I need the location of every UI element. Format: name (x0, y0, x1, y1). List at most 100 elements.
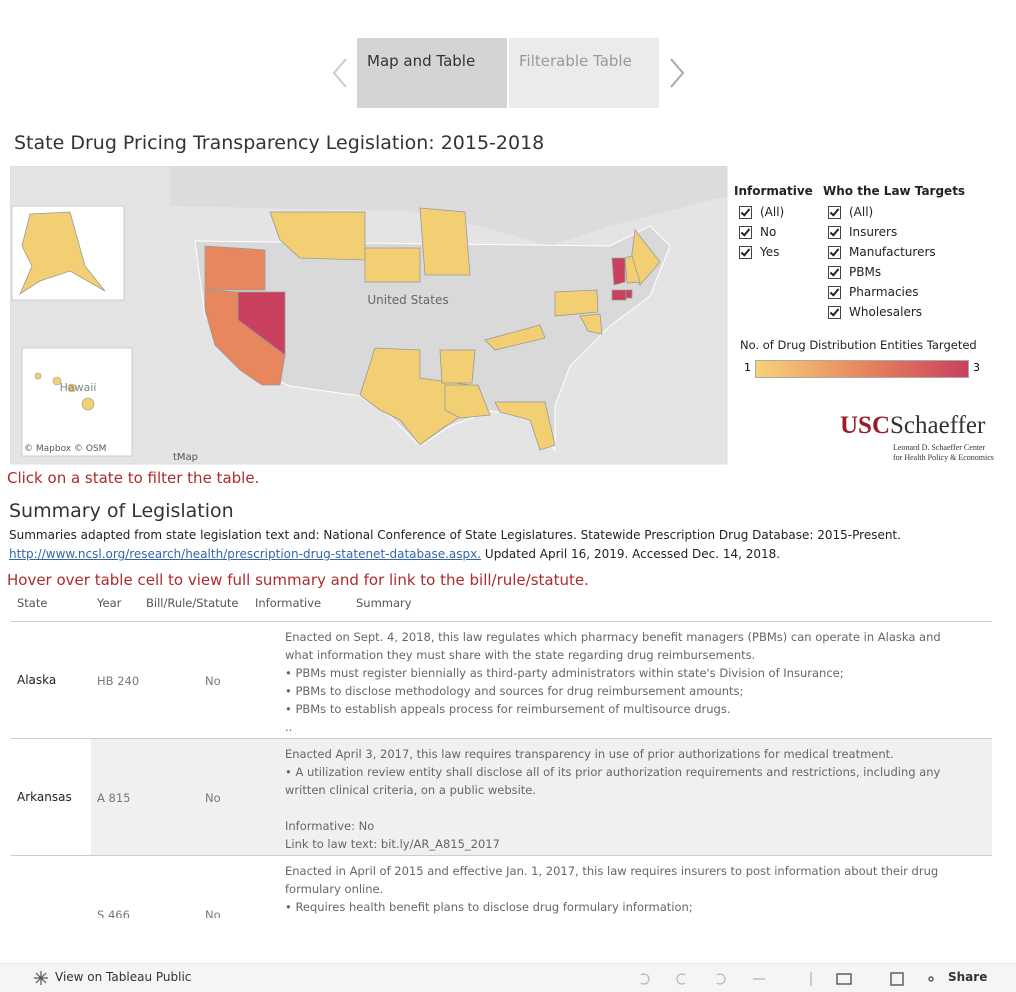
column-header: Informative (255, 596, 322, 610)
informative-cell[interactable]: No (205, 674, 221, 688)
logo: USCSchaeffer (840, 412, 985, 440)
checkbox[interactable] (828, 245, 841, 259)
summary-line: written clinical criteria, on a public w… (285, 783, 537, 797)
checkbox[interactable] (739, 245, 752, 259)
summary-paragraph: Enacted in April of 2015 and effective J… (285, 862, 938, 916)
checkbox[interactable] (828, 265, 841, 279)
column-header: Year (97, 596, 122, 610)
checkbox[interactable] (828, 225, 841, 239)
table-row: Arkansas A 815 No Enacted April 3, 2017, th… (11, 739, 992, 856)
filter-option[interactable]: Insurers (823, 222, 965, 242)
source: Summaries adapted from state legislation… (9, 528, 901, 542)
checkbox[interactable] (828, 205, 841, 219)
state-cell[interactable]: Arkansas (17, 790, 72, 804)
summary-cell[interactable]: Enacted April 3, 2017, this law requires… (285, 745, 940, 853)
map-label: United States (367, 293, 448, 307)
option-label: Yes (760, 245, 780, 259)
option-label: (All) (849, 205, 874, 219)
table-row: Alaska HB 240 No Enacted on Sept. 4, 2018, … (11, 622, 992, 739)
bill-cell[interactable]: S 466 (97, 908, 130, 918)
checkbox[interactable] (739, 205, 752, 219)
row-shade (91, 739, 992, 855)
filter: Informative (All) No Yes (734, 184, 813, 262)
next-arrow[interactable] (667, 55, 687, 91)
option-label: Insurers (849, 225, 898, 239)
option-label: Wholesalers (849, 305, 923, 319)
checkbox[interactable] (739, 225, 752, 239)
column-header: State (17, 596, 48, 610)
legend-gradient (755, 360, 969, 378)
table-row: S 466 No Enacted in April of 2015 and effe… (11, 856, 992, 918)
summary-line: Enacted on Sept. 4, 2018, this law regul… (285, 630, 941, 644)
toolbar (640, 972, 934, 986)
logo-usc: USC (840, 412, 891, 439)
summary-paragraph: Enacted April 3, 2017, this law requires… (285, 745, 940, 799)
source-line: http://www.ncsl.org/research/health/pres… (9, 547, 780, 561)
column-header: Summary (356, 596, 412, 610)
summary-paragraph: Informative: No Link to law text: bit.ly/… (285, 817, 940, 853)
legend-min: 1 (744, 361, 751, 374)
filter-option[interactable]: Pharmacies (823, 282, 965, 302)
summary-line: Informative: No (285, 819, 375, 833)
prev-arrow[interactable] (330, 55, 350, 91)
informative-cell[interactable]: No (205, 908, 221, 918)
filter: Who the Law Targets (All) Insurers Manufact… (823, 184, 965, 322)
logo-line: Leonard D. Schaeffer Center (893, 443, 986, 452)
filter-option[interactable]: Yes (734, 242, 813, 262)
filter-option[interactable]: Manufacturers (823, 242, 965, 262)
share[interactable]: Share (948, 970, 988, 984)
table: State Year Bill/Rule/Statute Informative Sum… (11, 594, 992, 918)
bill-cell[interactable]: A 815 (97, 791, 131, 805)
section-title: Summary of Legislation (9, 500, 234, 522)
checkbox[interactable] (828, 285, 841, 299)
logo-sub: Leonard D. Schaeffer Center for Health Po… (893, 443, 994, 463)
instruction: Hover over table cell to view full summa… (7, 571, 589, 589)
informative-cell[interactable]: No (205, 791, 221, 805)
filter-option[interactable]: No (734, 222, 813, 242)
tab[interactable]: Map and Table (357, 38, 507, 108)
option-label: Manufacturers (849, 245, 936, 259)
map-brand: tMap (173, 452, 198, 463)
map[interactable]: United States Hawaii © Mapbox © OSM tMap (10, 166, 728, 465)
summary-cell[interactable]: Enacted on Sept. 4, 2018, this law regul… (285, 628, 941, 736)
map-credits: © Mapbox © OSM (24, 444, 106, 454)
option-label: Pharmacies (849, 285, 919, 299)
summary-line: • PBMs to disclose methodology and sourc… (285, 684, 744, 698)
summary-line: Enacted in April of 2015 and effective J… (285, 864, 939, 878)
bill-cell[interactable]: HB 240 (97, 674, 140, 688)
summary-line: formulary online. (285, 882, 384, 896)
legend-max: 3 (973, 361, 980, 374)
filter-option[interactable]: (All) (734, 202, 813, 222)
instruction: Click on a state to filter the table. (7, 469, 260, 487)
title: State Drug Pricing Transparency Legislat… (14, 132, 545, 154)
view-link[interactable]: View on Tableau Public (55, 970, 192, 984)
logo-name: Schaeffer (890, 412, 986, 439)
summary-paragraph: Enacted on Sept. 4, 2018, this law regul… (285, 628, 941, 736)
summary-line: Link to law text: bit.ly/AR_A815_2017 (285, 837, 500, 851)
option-label: PBMs (849, 265, 882, 279)
summary-line: • PBMs must register biennially as third… (285, 666, 844, 680)
summary-line: • PBMs to establish appeals process for … (285, 702, 731, 716)
table-header: State Year Bill/Rule/Statute Informative Sum… (11, 594, 992, 622)
summary-line: Enacted April 3, 2017, this law requires… (285, 747, 894, 761)
summary-cell[interactable]: Enacted in April of 2015 and effective J… (285, 862, 938, 916)
filter-option[interactable]: (All) (823, 202, 965, 222)
column-header: Bill/Rule/Statute (146, 596, 239, 610)
filter-option[interactable]: Wholesalers (823, 302, 965, 322)
link[interactable]: http://www.ncsl.org/research/health/pres… (9, 547, 482, 561)
checkbox[interactable] (828, 305, 841, 319)
summary-line: .. (285, 720, 293, 734)
updated: Updated April 16, 2019. Accessed Dec. 14… (484, 547, 781, 561)
option-label: (All) (760, 205, 785, 219)
summary-line: • A utilization review entity shall disc… (285, 765, 941, 779)
filter-title: Informative (734, 184, 813, 198)
summary-line: • Requires health benefit plans to discl… (285, 900, 693, 914)
tab[interactable]: Filterable Table (509, 38, 659, 108)
filter-option[interactable]: PBMs (823, 262, 965, 282)
logo-line: for Health Policy & Economics (893, 453, 994, 462)
map-label: Hawaii (60, 381, 97, 394)
tableau-icon (34, 971, 48, 985)
state-cell[interactable]: Alaska (17, 673, 57, 687)
summary-line: what information they must share with th… (285, 648, 756, 662)
